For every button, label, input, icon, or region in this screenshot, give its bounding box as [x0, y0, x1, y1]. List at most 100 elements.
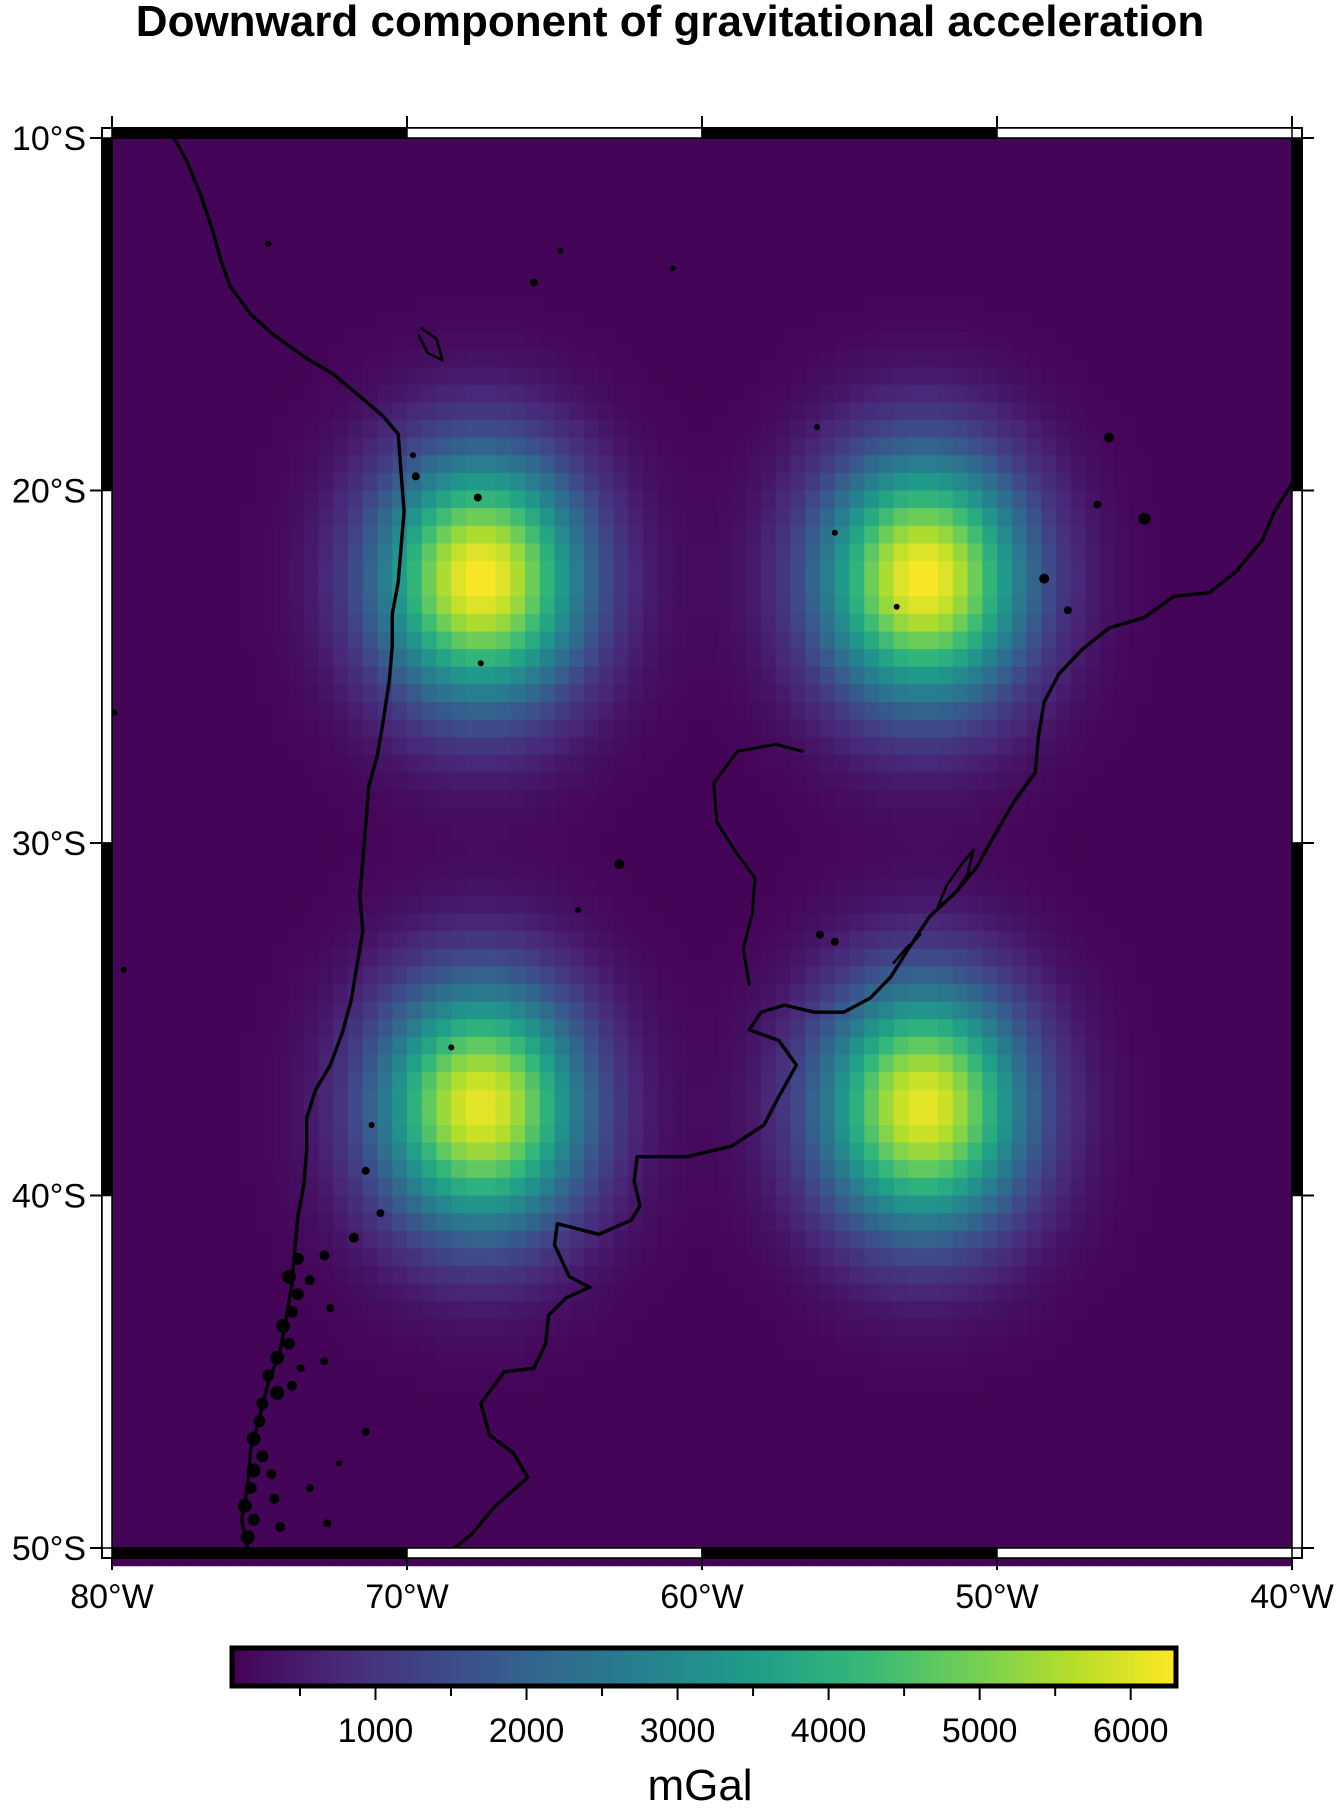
grid-cell — [1159, 349, 1175, 368]
grid-cell — [1115, 878, 1131, 897]
grid-cell — [849, 1089, 865, 1108]
grid-cell — [451, 1036, 467, 1056]
grid-cell — [112, 508, 128, 527]
grid-cell — [377, 543, 393, 562]
grid-cell — [554, 208, 570, 227]
grid-cell — [112, 402, 128, 421]
grid-cell — [820, 173, 836, 192]
grid-cell — [318, 226, 334, 245]
grid-cell — [1144, 825, 1160, 844]
grid-cell — [1056, 719, 1072, 738]
grid-cell — [1011, 367, 1028, 386]
grid-cell — [1159, 420, 1175, 439]
grid-cell — [554, 138, 570, 157]
grid-cell — [259, 155, 275, 174]
grid-cell — [879, 807, 895, 826]
grid-cell — [525, 931, 541, 950]
grid-cell — [1277, 719, 1293, 738]
grid-cell — [628, 895, 644, 915]
grid-cell — [554, 790, 570, 809]
grid-cell — [1247, 138, 1264, 157]
grid-cell — [598, 948, 615, 967]
grid-cell — [775, 561, 792, 580]
grid-cell — [1085, 331, 1101, 351]
grid-cell — [1218, 843, 1234, 862]
grid-cell — [1115, 1072, 1131, 1091]
grid-cell — [525, 790, 541, 809]
grid-cell — [1070, 173, 1087, 192]
grid-cell — [510, 543, 526, 562]
grid-cell — [539, 719, 556, 738]
grid-cell — [967, 737, 983, 756]
grid-cell — [539, 420, 556, 439]
grid-cell — [1247, 666, 1264, 685]
grid-cell — [495, 190, 511, 210]
grid-cell — [230, 807, 246, 826]
grid-cell — [480, 702, 497, 721]
grid-cell — [1070, 825, 1087, 844]
grid-cell — [746, 561, 762, 580]
grid-cell — [657, 314, 674, 333]
grid-cell — [1070, 314, 1087, 333]
grid-cell — [1011, 1001, 1028, 1020]
grid-cell — [1070, 1107, 1087, 1126]
grid-cell — [407, 1142, 423, 1161]
grid-cell — [849, 155, 865, 174]
grid-cell — [864, 437, 880, 456]
grid-cell — [421, 402, 438, 421]
grid-cell — [1203, 825, 1219, 844]
grid-cell — [480, 737, 497, 756]
grid-cell — [392, 314, 408, 333]
grid-cell — [495, 631, 511, 650]
grid-cell — [731, 173, 747, 192]
grid-cell — [805, 878, 821, 897]
grid-cell — [510, 367, 526, 386]
grid-cell — [156, 525, 172, 544]
grid-cell — [1041, 790, 1057, 809]
grid-cell — [702, 490, 718, 509]
grid-cell — [112, 825, 128, 844]
grid-cell — [480, 878, 497, 897]
grid-cell — [1144, 190, 1160, 210]
grid-cell — [879, 472, 895, 492]
grid-cell — [480, 578, 497, 597]
grid-cell — [967, 155, 983, 174]
grid-cell — [377, 1160, 393, 1179]
grid-cell — [731, 613, 747, 633]
grid-cell — [1085, 279, 1101, 298]
grid-cell — [938, 455, 954, 474]
grid-cell — [436, 1177, 452, 1197]
grid-cell — [1277, 1142, 1293, 1161]
grid-cell — [879, 173, 895, 192]
grid-cell — [303, 843, 320, 862]
grid-cell — [185, 455, 202, 474]
grid-cell — [820, 966, 836, 985]
grid-cell — [126, 314, 143, 333]
grid-cell — [289, 613, 305, 633]
grid-cell — [200, 807, 216, 826]
grid-cell — [775, 402, 792, 421]
grid-cell — [613, 314, 629, 333]
grid-cell — [1277, 155, 1293, 174]
grid-cell — [510, 1125, 526, 1144]
grid-cell — [554, 825, 570, 844]
grid-cell — [451, 437, 467, 456]
grid-cell — [1247, 1177, 1264, 1197]
grid-cell — [657, 173, 674, 192]
grid-cell — [259, 631, 275, 650]
grid-cell — [407, 243, 423, 262]
grid-cell — [303, 719, 320, 738]
grid-cell — [1262, 966, 1278, 985]
grid-cell — [1056, 613, 1072, 633]
grid-cell — [407, 578, 423, 597]
grid-cell — [1115, 913, 1131, 932]
grid-cell — [200, 966, 216, 985]
grid-cell — [938, 490, 954, 509]
grid-cell — [525, 420, 541, 439]
grid-cell — [1085, 1160, 1101, 1179]
grid-cell — [820, 1036, 836, 1056]
grid-cell — [982, 296, 998, 315]
grid-cell — [1174, 719, 1190, 738]
grid-cell — [1233, 226, 1249, 245]
grid-cell — [1144, 420, 1160, 439]
